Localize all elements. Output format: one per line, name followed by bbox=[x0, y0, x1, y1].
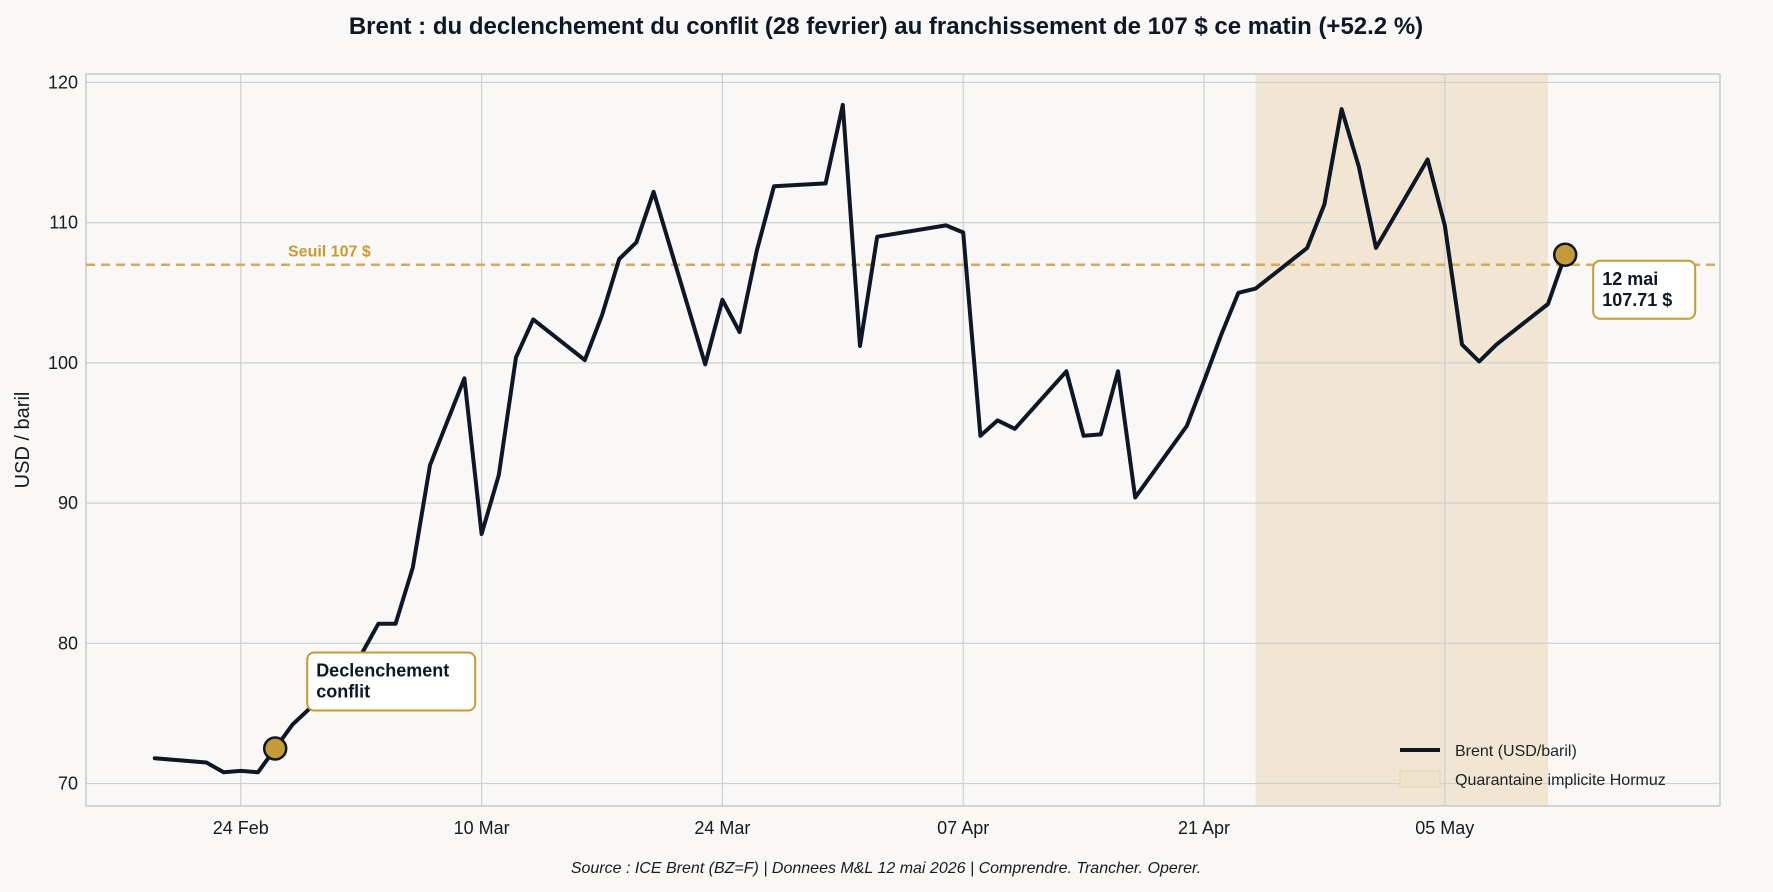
chart-title: Brent : du declenchement du conflit (28 … bbox=[349, 13, 1423, 40]
x-tick-label: 24 Feb bbox=[213, 818, 269, 838]
legend-label-hormuz: Quarantaine implicite Hormuz bbox=[1455, 772, 1666, 789]
annotation-text: 107.71 $ bbox=[1602, 290, 1672, 310]
annotation-box bbox=[1592, 259, 1697, 320]
y-tick-label: 120 bbox=[48, 72, 78, 92]
y-tick-label: 100 bbox=[48, 353, 78, 373]
annotation-text: Declenchement bbox=[316, 661, 449, 681]
x-tick-label: 24 Mar bbox=[694, 818, 750, 838]
source-note: Source : ICE Brent (BZ=F) | Donnees M&L … bbox=[571, 860, 1201, 877]
y-tick-label: 80 bbox=[58, 633, 78, 653]
y-axis-label: USD / baril bbox=[12, 392, 34, 489]
x-tick-label: 10 Mar bbox=[454, 818, 510, 838]
y-tick-label: 90 bbox=[58, 493, 78, 513]
annotation-text: conflit bbox=[316, 682, 370, 702]
y-tick-label: 110 bbox=[49, 213, 78, 233]
hormuz-shaded-region bbox=[1255, 74, 1548, 806]
legend-label-brent: Brent (USD/baril) bbox=[1455, 743, 1577, 760]
brent-series-line bbox=[152, 102, 1568, 775]
x-tick-label: 05 May bbox=[1415, 818, 1474, 838]
annotation-marker bbox=[1552, 242, 1578, 268]
threshold-label: Seuil 107 $ bbox=[288, 244, 371, 261]
annotation-box bbox=[306, 651, 477, 712]
plot-frame bbox=[85, 73, 1721, 807]
annotation-marker bbox=[262, 736, 288, 761]
annotation-text: 12 mai bbox=[1602, 269, 1658, 289]
y-tick-label: 70 bbox=[58, 774, 78, 794]
x-tick-label: 21 Apr bbox=[1178, 818, 1230, 838]
x-tick-label: 07 Apr bbox=[937, 818, 989, 838]
legend-shade-swatch bbox=[1399, 770, 1441, 788]
